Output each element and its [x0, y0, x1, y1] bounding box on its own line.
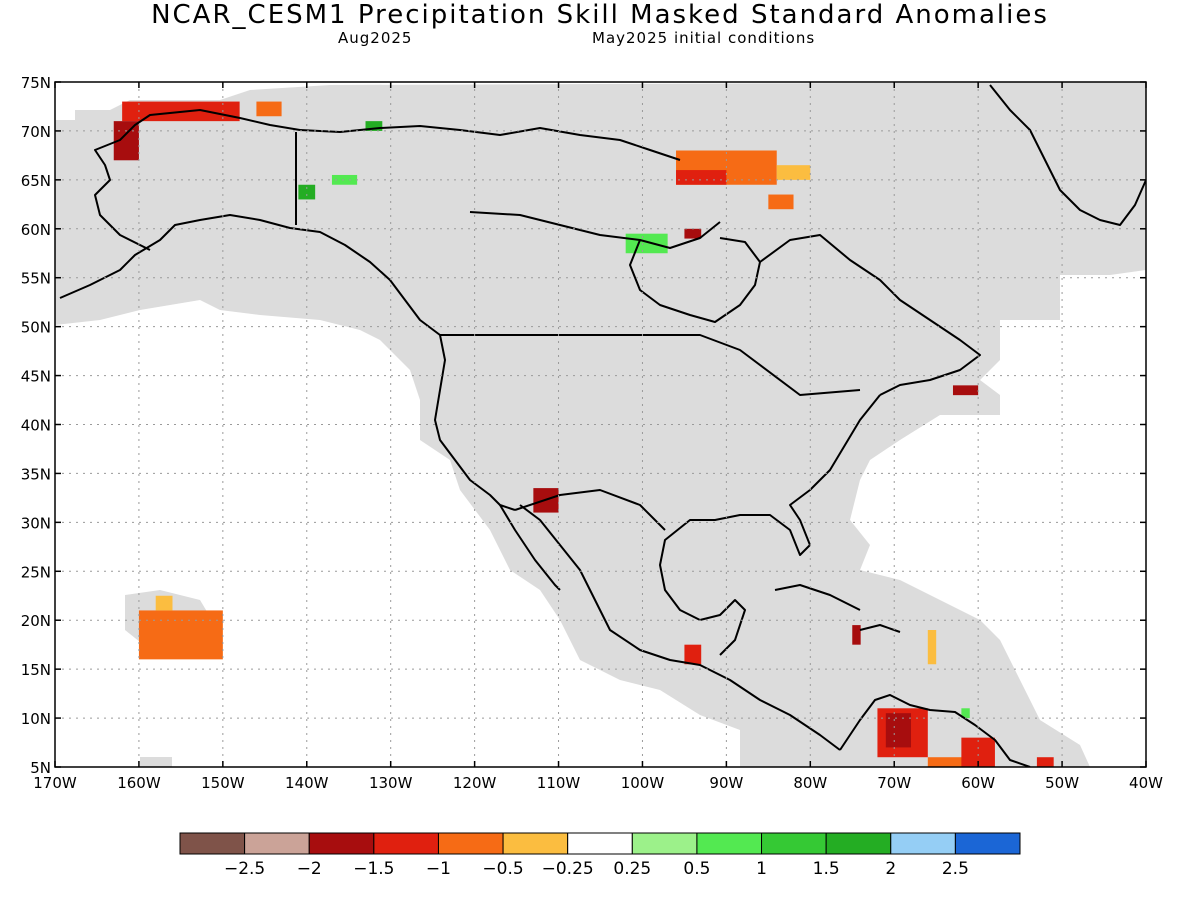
colorbar-label: 2 — [885, 859, 896, 879]
anomaly-quebec-orange — [768, 194, 794, 210]
colorbar-label: −0.5 — [482, 859, 523, 879]
colorbar-swatch — [244, 832, 310, 855]
lon-tick-label: 120W — [453, 774, 497, 792]
colorbar-swatch — [696, 832, 763, 855]
lon-tick-label: 50W — [1045, 774, 1079, 792]
colorbar-label: −2 — [297, 859, 322, 879]
target-month-label: Aug2025 — [338, 29, 413, 47]
anomaly-trinidad-green — [961, 708, 970, 719]
us-canada-border — [440, 334, 861, 396]
lat-tick-label: 35N — [21, 465, 51, 483]
colorbar-swatch — [761, 832, 827, 855]
anomaly-baffin-red — [676, 170, 727, 185]
colorbar-swatch — [825, 832, 892, 855]
lon-tick-label: 130W — [369, 774, 413, 792]
colorbar-swatch — [179, 832, 246, 855]
south-america-coast — [839, 694, 1031, 767]
anomaly-lesser-antilles-gold — [927, 630, 937, 665]
anomaly-baffin-gold — [776, 165, 811, 180]
lat-tick-label: 5N — [30, 759, 51, 777]
anomaly-suriname-red — [1036, 757, 1054, 767]
lon-tick-label: 80W — [793, 774, 827, 792]
lat-tick-label: 60N — [21, 221, 51, 239]
lat-tick-label: 65N — [21, 172, 51, 190]
colorbar-label: 0.25 — [613, 859, 651, 879]
anomaly-newfoundland — [952, 385, 979, 396]
colorbar: −2.5 −2 −1.5 −1 −0.5 −0.25 0.25 0.5 1 1.5 2 2.5 — [179, 832, 1021, 879]
canada-arctic-coast — [299, 125, 721, 249]
anomaly-beaufort — [256, 101, 282, 117]
lon-tick-label: 160W — [117, 774, 161, 792]
labrador-coast — [759, 234, 981, 396]
lat-tick-label: 15N — [21, 661, 51, 679]
lat-tick-label: 25N — [21, 563, 51, 581]
lon-tick-label: 90W — [709, 774, 743, 792]
lat-tick-label: 75N — [21, 74, 51, 92]
colorbar-swatch — [373, 832, 439, 855]
anomaly-venezuela-dark — [885, 713, 912, 748]
anomaly-hawaii-gold — [155, 595, 173, 611]
map-title: NCAR_CESM1 Precipitation Skill Masked St… — [151, 0, 1049, 30]
colorbar-label: 1.5 — [813, 859, 840, 879]
colorbar-swatch — [954, 832, 1021, 855]
colorbar-label: −2.5 — [224, 859, 265, 879]
lat-tick-label: 50N — [21, 319, 51, 337]
lon-tick-label: 100W — [621, 774, 665, 792]
colorbar-label: 1 — [756, 859, 767, 879]
hispaniola-coast — [859, 624, 901, 633]
anomaly-yukon-lightgreen — [331, 174, 358, 185]
colorbar-label: −0.25 — [542, 859, 594, 879]
lat-tick-label: 10N — [21, 710, 51, 728]
alaska-coast — [59, 109, 441, 336]
skill-mask-north — [55, 82, 1146, 767]
anomaly-haiti — [852, 625, 861, 645]
colorbar-swatch — [308, 832, 375, 855]
lat-tick-label: 45N — [21, 368, 51, 386]
colorbar-swatch — [890, 832, 956, 855]
colorbar-label: 0.5 — [683, 859, 710, 879]
lon-tick-label: 70W — [877, 774, 911, 792]
anomaly-venezuela-orange — [927, 757, 987, 767]
lon-tick-label: 150W — [201, 774, 245, 792]
lon-tick-label: 140W — [285, 774, 329, 792]
anomaly-hawaii-orange — [138, 610, 223, 660]
colorbar-swatch — [567, 832, 633, 855]
cuba-coast — [774, 584, 861, 611]
lat-tick-label: 70N — [21, 123, 51, 141]
anomaly-hudson-green — [625, 233, 668, 254]
lat-tick-label: 55N — [21, 270, 51, 288]
colorbar-label: −1.5 — [353, 859, 394, 879]
hudson-bay-coast — [629, 237, 761, 323]
lon-tick-label: 60W — [961, 774, 995, 792]
colorbar-swatch — [437, 832, 504, 855]
lat-tick-label: 40N — [21, 417, 51, 435]
anomaly-yukon-green — [298, 184, 316, 200]
us-west-coast — [434, 334, 516, 511]
greenland-coast — [989, 84, 1146, 226]
axis-ticks: 75N 70N 65N 60N 55N 50N 45N 40N 35N 30N 25N 20N 15N 1… — [21, 74, 1163, 792]
lat-tick-label: 20N — [21, 612, 51, 630]
anomaly-mackenzie-green — [365, 121, 383, 131]
colorbar-swatch — [502, 832, 569, 855]
lon-tick-label: 170W — [33, 774, 77, 792]
skill-mask-pacific-spot — [140, 757, 172, 767]
lat-tick-label: 30N — [21, 514, 51, 532]
us-mexico-border — [514, 489, 666, 531]
colorbar-label: 2.5 — [942, 859, 969, 879]
baja-mexico-coast — [499, 504, 841, 751]
coastline-layer — [59, 84, 1146, 767]
colorbar-swatch — [631, 832, 698, 855]
gulf-coast — [659, 394, 881, 656]
lon-tick-label: 110W — [537, 774, 581, 792]
anomaly-hudson-red — [684, 228, 702, 239]
initial-conditions-label: May2025 initial conditions — [592, 29, 816, 47]
lon-tick-label: 40W — [1129, 774, 1163, 792]
anomaly-guatemala — [684, 644, 702, 665]
colorbar-label: −1 — [426, 859, 451, 879]
